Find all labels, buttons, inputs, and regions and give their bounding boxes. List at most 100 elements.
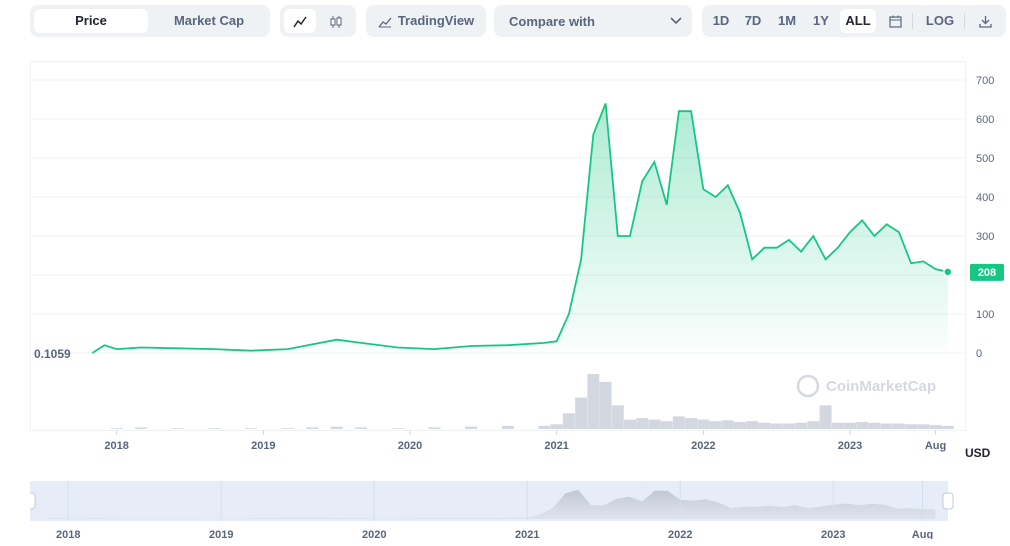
volume-bar (660, 421, 673, 429)
x-tick-label: 2021 (544, 440, 568, 452)
volume-bar (685, 418, 698, 429)
y-tick-label: 300 (976, 231, 994, 243)
price-chart-svg: CoinMarketCap 0100200300400500600700 201… (24, 61, 1004, 541)
volume-bar (905, 424, 918, 429)
range-selector: 1D 7D 1M 1Y ALL LOG (702, 5, 1006, 37)
volume-bar (868, 422, 881, 429)
volume-bar (782, 423, 795, 429)
compare-dropdown[interactable]: Compare with (494, 5, 692, 37)
x-tick-label: 2018 (104, 440, 128, 452)
volume-bar (734, 421, 746, 429)
price-marketcap-toggle: Price Market Cap (30, 5, 270, 37)
y-tick-label: 500 (976, 153, 994, 165)
chevron-down-icon (670, 17, 682, 25)
current-price-label: 208 (978, 267, 996, 279)
volume-bar (538, 425, 551, 429)
log-button[interactable]: LOG (925, 13, 955, 28)
volume-bar (697, 419, 710, 429)
price-chart: CoinMarketCap 0100200300400500600700 201… (24, 61, 1010, 544)
volume-bar (917, 424, 930, 429)
line-chart-button[interactable] (284, 9, 316, 33)
x-tick-label: Aug (925, 440, 946, 452)
current-price-dot (943, 267, 953, 277)
volume-bar (770, 423, 783, 429)
x-tick-label: 2022 (691, 440, 715, 452)
volume-bar (587, 374, 600, 429)
line-chart-icon (293, 16, 307, 27)
volume-bar (550, 424, 563, 429)
tradingview-label: TradingView (397, 13, 475, 28)
volume-bar (709, 421, 722, 429)
navigator-area (42, 489, 936, 519)
y-tick-label: 100 (976, 309, 994, 321)
range-1m[interactable]: 1M (777, 13, 797, 28)
volume-bar (135, 427, 148, 429)
volume-bar (819, 405, 832, 429)
navigator-tick-label: 2019 (209, 529, 233, 539)
divider (964, 13, 965, 29)
y-tick-label: 400 (976, 192, 994, 204)
volume-bar (746, 421, 759, 429)
y-tick-label: 700 (976, 75, 994, 87)
volume-bar (880, 423, 893, 429)
coinmarketcap-logo-icon (796, 374, 820, 398)
volume-bar (941, 425, 954, 429)
navigator-tick-label: 2023 (821, 529, 845, 539)
volume-bar (391, 428, 404, 429)
range-1d[interactable]: 1D (712, 13, 730, 28)
candlestick-button[interactable] (320, 9, 352, 33)
navigator-tick-label: 2021 (515, 529, 539, 539)
volume-bar (501, 425, 514, 429)
tradingview-button[interactable]: TradingView (366, 5, 486, 37)
x-tick-label: 2019 (251, 440, 275, 452)
watermark-text: CoinMarketCap (826, 378, 936, 395)
volume-bar (807, 421, 820, 429)
volume-bar (672, 416, 685, 429)
watermark: CoinMarketCap (796, 374, 936, 398)
volume-bar (844, 422, 856, 429)
volume-bar (110, 428, 123, 429)
range-all[interactable]: ALL (840, 9, 876, 33)
download-icon (978, 16, 992, 28)
volume-bar (624, 419, 636, 429)
price-area (92, 103, 948, 354)
tradingview-icon (378, 17, 392, 28)
navigator-tick-label: 2018 (56, 529, 80, 539)
divider (912, 13, 913, 29)
volume-bar (856, 421, 869, 429)
download-button[interactable] (970, 9, 1000, 33)
navigator-left-handle[interactable] (24, 492, 36, 510)
chart-toolbar: Price Market Cap TradingView Compare wit… (30, 5, 1006, 37)
compare-label: Compare with (509, 14, 595, 29)
range-navigator[interactable]: 2018 2019 2020 2021 2022 2023 Aug (24, 481, 954, 541)
volume-bar (758, 422, 771, 429)
volume-bar (562, 413, 575, 429)
volume-bar (306, 427, 319, 429)
calendar-icon (888, 15, 902, 28)
volume-bar (636, 418, 649, 429)
price-line (91, 103, 949, 354)
y-tick-label: 0 (976, 348, 982, 360)
tab-market-cap[interactable]: Market Cap (173, 13, 245, 28)
range-1y[interactable]: 1Y (813, 13, 829, 28)
navigator-tick-label: Aug (912, 529, 933, 539)
range-7d[interactable]: 7D (744, 13, 762, 28)
tradingview-inner: TradingView (370, 9, 482, 33)
plot-border (30, 61, 966, 431)
volume-bar (281, 428, 294, 429)
navigator-tick-label: 2022 (668, 529, 692, 539)
x-tick-label: 2023 (838, 440, 862, 452)
volume-bar (929, 425, 942, 429)
volume-bar (721, 420, 734, 429)
volume-bar (355, 427, 368, 429)
tab-price[interactable]: Price (34, 9, 148, 33)
navigator-right-handle[interactable] (942, 492, 954, 510)
volume-bar (330, 426, 343, 429)
x-tick-label: 2020 (398, 440, 422, 452)
volume-bar (171, 428, 184, 429)
volume-bar (892, 423, 905, 429)
volume-bar (575, 397, 588, 429)
navigator-tick-label: 2020 (362, 529, 386, 539)
y-tick-label: 600 (976, 114, 994, 126)
calendar-button[interactable] (882, 9, 908, 33)
